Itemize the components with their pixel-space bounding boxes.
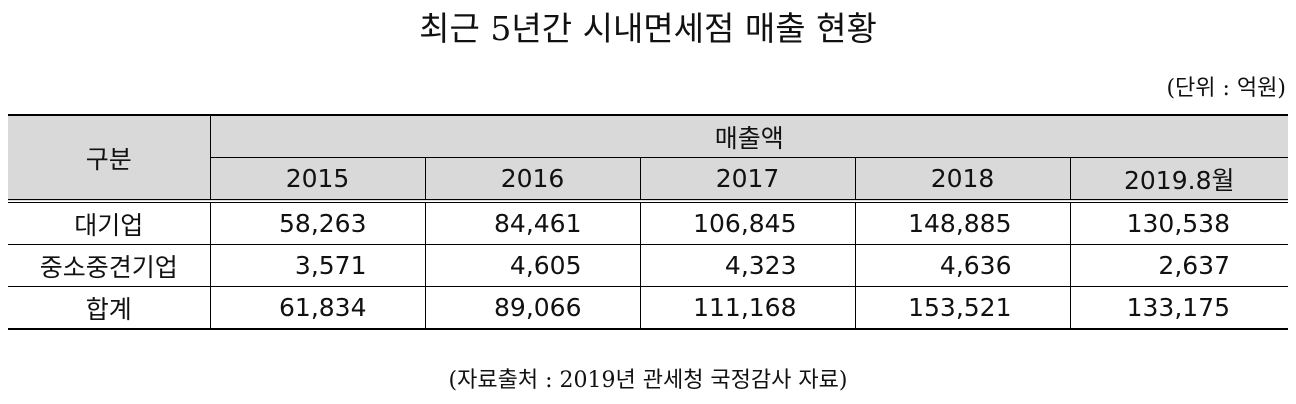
value-cell: 153,521 bbox=[854, 286, 1071, 330]
value-cell: 4,323 bbox=[639, 244, 856, 287]
data-row: 대기업 58,263 84,461 106,845 148,885 130,538 bbox=[8, 199, 1288, 245]
table-body: 대기업 58,263 84,461 106,845 148,885 130,538 중소중견… bbox=[8, 199, 1288, 330]
value-cell: 111,168 bbox=[639, 286, 856, 330]
data-row: 합계 61,834 89,066 111,168 153,521 133,175 bbox=[8, 286, 1288, 330]
year-header: 2016 bbox=[424, 157, 641, 202]
year-header: 2017 bbox=[639, 157, 856, 202]
row-label: 중소중견기업 bbox=[8, 244, 211, 287]
year-header: 2019.8월 bbox=[1069, 157, 1288, 202]
value-cell: 106,845 bbox=[639, 199, 856, 245]
value-cell: 4,636 bbox=[854, 244, 1071, 287]
year-header: 2018 bbox=[854, 157, 1071, 202]
unit-note: (단위 : 억원) bbox=[1166, 76, 1286, 101]
value-cell: 148,885 bbox=[854, 199, 1071, 245]
source-note: (자료출처 : 2019년 관세청 국정감사 자료) bbox=[448, 368, 848, 393]
sales-table: 구분 매출액 2015 2016 2017 2018 2019.8월 대기업 58,263… bbox=[8, 114, 1288, 330]
value-cell: 58,263 bbox=[209, 199, 426, 245]
value-cell: 89,066 bbox=[424, 286, 641, 330]
year-row: 2015 2016 2017 2018 2019.8월 bbox=[8, 157, 1288, 202]
group-header: 구분 bbox=[8, 114, 211, 202]
title: 최근 5년간 시내면세점 매출 현황 bbox=[419, 9, 877, 48]
row-label: 대기업 bbox=[8, 199, 211, 245]
value-cell: 84,461 bbox=[424, 199, 641, 245]
value-header: 매출액 bbox=[209, 114, 1288, 158]
value-cell: 130,538 bbox=[1069, 199, 1288, 245]
header-row: 구분 매출액 bbox=[8, 114, 1288, 202]
value-cell: 133,175 bbox=[1069, 286, 1288, 330]
table-head: 구분 매출액 2015 2016 2017 2018 2019.8월 bbox=[8, 114, 1288, 202]
value-cell: 4,605 bbox=[424, 244, 641, 287]
value-cell: 3,571 bbox=[209, 244, 426, 287]
row-label: 합계 bbox=[8, 286, 211, 330]
year-header: 2015 bbox=[210, 157, 426, 202]
value-cell: 61,834 bbox=[209, 286, 426, 330]
value-cell: 2,637 bbox=[1069, 244, 1288, 287]
data-row: 중소중견기업 3,571 4,605 4,323 4,636 2,637 bbox=[8, 244, 1288, 287]
